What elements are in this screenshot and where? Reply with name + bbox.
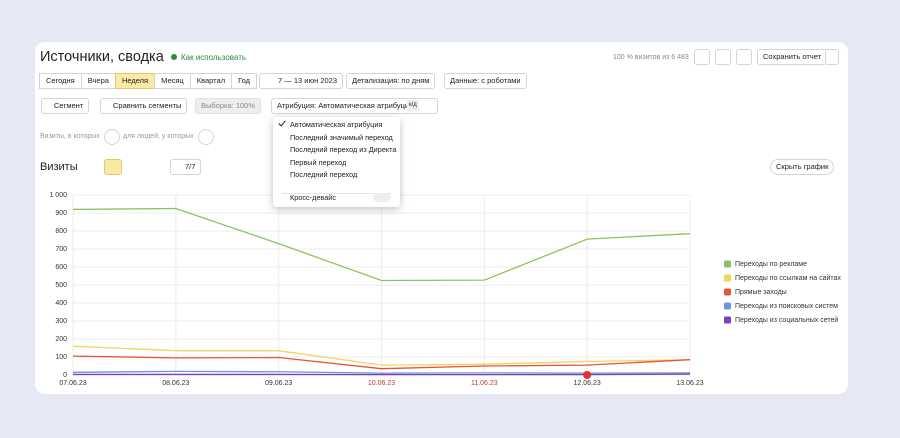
series-line	[72, 355, 691, 370]
help-link[interactable]: Как использовать	[181, 53, 247, 62]
x-tick-label: 11.06.23	[471, 380, 498, 387]
x-tick-label: 07.06.23	[59, 380, 86, 387]
visits-share: 100 % визитов из 6 483	[613, 54, 689, 61]
chart-type-line[interactable]	[104, 159, 122, 175]
attribution-menu: Кросс-девайс Автоматическая атрибуция Пос…	[273, 117, 400, 207]
y-tick-label: 0	[63, 372, 67, 379]
series-line	[72, 207, 691, 282]
y-tick-label: 600	[55, 264, 67, 271]
series-line	[72, 345, 691, 366]
legend-label: Переходы из социальных сетей	[735, 316, 838, 324]
y-tick-label: 100	[55, 354, 67, 361]
detail-select[interactable]: Детализация: по дням	[346, 73, 436, 89]
y-tick-label: 400	[55, 300, 67, 307]
save-menu[interactable]	[825, 49, 839, 65]
y-tick-label: 1 000	[49, 192, 67, 199]
legend-swatch	[724, 274, 731, 282]
help-icon	[171, 54, 177, 60]
add-visit-condition[interactable]	[104, 129, 120, 145]
period-group: Сегодня Вчера Неделя Месяц Квартал Год	[39, 73, 258, 89]
period-button[interactable]: Неделя	[114, 73, 156, 89]
add-people-condition[interactable]	[198, 129, 214, 145]
compare-button[interactable]: Сравнить сегменты	[100, 98, 188, 114]
legend-swatch	[724, 288, 731, 296]
attribution-option[interactable]: Последний переход	[290, 170, 358, 180]
annotation-marker	[583, 371, 592, 379]
menu-separator	[282, 193, 391, 194]
legend-swatch	[724, 316, 731, 324]
metric-title: Визиты	[40, 161, 78, 173]
x-tick-label: 12.06.23	[574, 380, 601, 387]
y-tick-label: 500	[55, 282, 67, 289]
visits-condition: Визиты, в которых	[40, 133, 100, 140]
y-tick-label: 900	[55, 210, 67, 217]
attribution-button[interactable]: Атрибуция: Автоматическая атрибуция	[271, 98, 439, 114]
save-button[interactable]: Сохранить отчет	[757, 49, 828, 65]
series-line	[73, 373, 691, 376]
attribution-option[interactable]: Первый переход	[290, 157, 347, 167]
export-button[interactable]	[715, 49, 731, 65]
y-tick-label: 800	[55, 228, 67, 235]
history-button[interactable]	[694, 49, 710, 65]
legend-label: Переходы по рекламе	[735, 261, 807, 268]
date-range[interactable]: 7 — 13 июн 2023	[259, 73, 343, 89]
data-mode-select[interactable]: Данные: с роботами	[444, 73, 527, 89]
legend-swatch	[724, 302, 731, 310]
cross-device-label: Кросс-девайс	[290, 193, 336, 202]
check-mark	[278, 118, 286, 127]
x-tick-label: 08.06.23	[162, 380, 189, 387]
assistant-button[interactable]	[736, 49, 752, 65]
attribution-option[interactable]: Последний переход из Директа	[290, 145, 397, 155]
legend-label: Прямые заходы	[735, 289, 787, 296]
attribution-badge: к/д	[407, 100, 419, 111]
x-tick-label: 09.06.23	[265, 380, 292, 387]
period-button[interactable]: Год	[231, 73, 258, 89]
sample-button[interactable]: Выборка: 100%	[195, 98, 261, 114]
x-tick-label: 10.06.23	[368, 380, 395, 387]
legend-label: Переходы по ссылкам на сайтах	[735, 274, 841, 282]
segment-button[interactable]: Сегмент	[41, 98, 90, 114]
page-title: Источники, сводка	[40, 49, 164, 65]
attribution-option[interactable]: Автоматическая атрибуция	[290, 120, 383, 129]
y-tick-label: 200	[55, 336, 67, 343]
hide-chart[interactable]: Скрыть график	[770, 159, 835, 175]
y-tick-label: 700	[55, 246, 67, 253]
cross-device-toggle[interactable]	[373, 193, 391, 202]
legend-swatch	[724, 260, 731, 268]
y-tick-label: 300	[55, 318, 67, 325]
legend-label: Переходы из поисковых систем	[735, 303, 838, 310]
x-tick-label: 13.06.23	[676, 380, 703, 387]
attribution-option[interactable]: Последний значимый переход	[290, 132, 393, 142]
people-condition: для людей, у которых	[123, 133, 194, 140]
series-count[interactable]: 7/7	[170, 159, 202, 175]
